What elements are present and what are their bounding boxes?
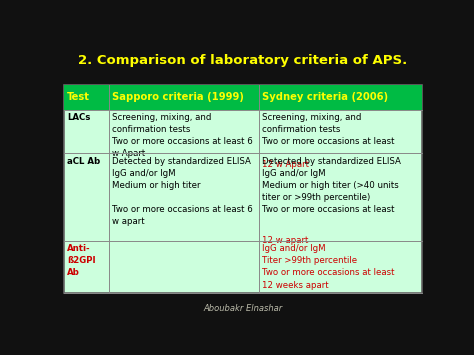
Text: IgG and/or IgM
Titer >99th percentile
Two or more occasions at least
12 weeks ap: IgG and/or IgM Titer >99th percentile Tw… [263,244,395,290]
Text: Detected by standardized ELISA
IgG and/or IgM
Medium or high titer (>40 units
ti: Detected by standardized ELISA IgG and/o… [263,157,401,214]
Text: Aboubakr Elnashar: Aboubakr Elnashar [203,304,283,313]
Text: Screening, mixing, and
confirmation tests
Two or more occasions at least: Screening, mixing, and confirmation test… [263,113,395,146]
Bar [64,85,422,293]
Text: Sapporo criteria (1999): Sapporo criteria (1999) [112,92,244,102]
Text: 2. Comparison of laboratory criteria of APS.: 2. Comparison of laboratory criteria of … [78,54,408,67]
Text: 12 w Apart: 12 w Apart [263,160,310,169]
Text: Detected by standardized ELISA
IgG and/or IgM
Medium or high titer

Two or more : Detected by standardized ELISA IgG and/o… [112,157,253,226]
Text: 12 w apart: 12 w apart [263,236,309,245]
Text: aCL Ab: aCL Ab [67,157,100,165]
Bar [64,85,422,110]
Text: Test: Test [67,92,90,102]
Text: LACs: LACs [67,113,91,122]
Text: Screening, mixing, and
confirmation tests
Two or more occasions at least 6
w Apa: Screening, mixing, and confirmation test… [112,113,253,158]
Text: Sydney criteria (2006): Sydney criteria (2006) [263,92,389,102]
Text: Anti-
ß2GPI
Ab: Anti- ß2GPI Ab [67,244,96,277]
